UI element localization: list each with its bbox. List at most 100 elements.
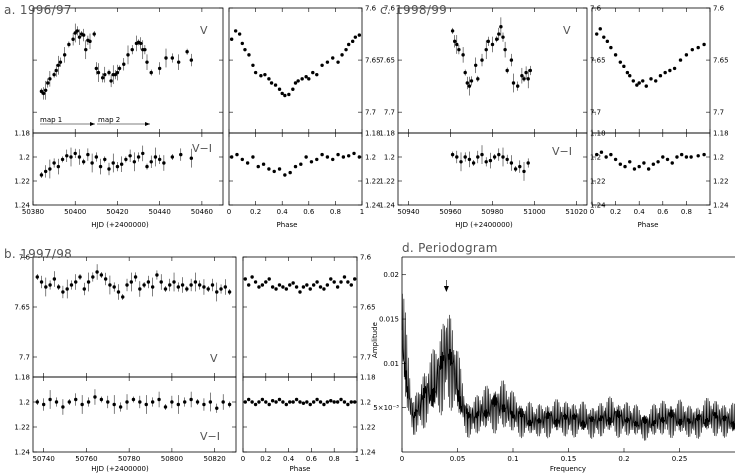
c-v-phase-point-5	[613, 53, 618, 57]
c-vi-time-point-5	[471, 161, 476, 165]
a-vi-phase-point-23	[352, 151, 356, 156]
panel-b-xlabel: HJD (+2400000)	[91, 465, 149, 473]
map1-label: map 1	[40, 116, 62, 124]
b-vi-time-point-25	[195, 400, 200, 404]
c-v-phase-point-2	[602, 35, 606, 39]
a-vi-phase-point-7	[267, 167, 271, 171]
a-v-time-point-7	[56, 63, 61, 67]
c-v-phase-point-13	[641, 79, 645, 83]
b-vi-phase-ytick-rlabel-1: 1.2	[360, 399, 371, 407]
a-vi-time-ytick-label-1: 1.2	[19, 154, 30, 162]
panel-c-title: c. 1998/99	[380, 3, 447, 17]
b-v-time-frame	[32, 256, 237, 378]
b-v-phase-point-31	[349, 283, 353, 287]
a-vi-time-point-14	[98, 164, 103, 169]
b-v-time-point-24	[138, 287, 142, 291]
c-v-time-frame	[397, 7, 588, 134]
a-vi-phase-point-21	[341, 155, 346, 159]
b-vi-phase-point-6	[264, 400, 268, 404]
b-vi-time-ytick-label-3: 1.24	[14, 449, 30, 457]
a-v-phase-point-8	[259, 74, 263, 78]
a-v-phase-frame	[228, 7, 363, 134]
a-vi-time-point-31	[179, 152, 183, 157]
a-v-time-point-8	[58, 60, 63, 64]
panel-a-vi-label: V−I	[192, 142, 212, 155]
c-vi-time-ytick-label-2: 1.22	[379, 178, 395, 186]
c-v-time-point-5	[463, 70, 467, 75]
a-vi-time-point-23	[136, 155, 141, 159]
a-v-time-point-0	[39, 89, 44, 94]
b-v-time-point-33	[176, 285, 181, 289]
c-vi-phase-ytick-rlabel-1: 1.2	[713, 154, 724, 162]
b-v-phase-point-22	[318, 285, 323, 289]
a-vi-time-xtick-label-3: 50440	[149, 208, 171, 216]
b-v-time-point-40	[206, 287, 210, 291]
a-vi-time-point-28	[157, 157, 162, 162]
b-vi-phase-point-12	[284, 402, 289, 407]
b-v-phase-point-14	[291, 281, 295, 285]
b-vi-time-point-28	[215, 406, 219, 410]
c-v-time-point-14	[490, 42, 495, 47]
a-v-time-point-24	[103, 72, 107, 77]
a-v-time-point-10	[67, 42, 71, 47]
b-vi-phase-point-22	[318, 400, 323, 404]
b-vi-time-point-27	[208, 400, 213, 404]
b-vi-time-point-3	[54, 400, 59, 404]
pg-xtick-label-0: 0	[400, 455, 404, 463]
b-vi-phase-point-24	[325, 400, 330, 404]
c-v-time-ytick-label-1: 7.65	[379, 57, 395, 65]
a-v-phase-point-12	[273, 83, 278, 87]
a-vi-time-point-20	[124, 157, 128, 162]
a-vi-phase-xtick-label-0: 0	[227, 208, 231, 216]
a-v-time-point-17	[84, 47, 88, 52]
b-vi-time-point-7	[80, 402, 84, 407]
a-v-time-point-5	[52, 72, 56, 77]
a-vi-time-point-5	[60, 157, 65, 162]
c-v-phase-point-15	[649, 77, 653, 81]
a-v-phase-point-6	[251, 63, 255, 67]
b-vi-phase-point-32	[353, 400, 357, 404]
a-v-phase-point-25	[320, 63, 324, 67]
a-v-phase-ytick-rlabel-1: 7.65	[365, 57, 381, 65]
c-v-phase-point-6	[618, 60, 623, 64]
a-vi-time-xtick-label-4: 50460	[191, 208, 213, 216]
b-vi-time-point-30	[227, 402, 232, 407]
b-vi-phase-ytick-rlabel-3: 1.24	[360, 449, 376, 457]
a-v-time-point-2	[43, 88, 48, 92]
b-vi-phase-point-5	[260, 397, 265, 402]
b-vi-phase-point-15	[294, 397, 299, 402]
a-vi-time-point-9	[77, 155, 82, 159]
b-v-phase-point-2	[250, 275, 254, 279]
c-vi-phase-ytick-rlabel-2: 1.22	[713, 178, 729, 186]
panel-c-xlabel: HJD (+2400000)	[455, 221, 513, 229]
c-vi-time-xtick-label-0: 50940	[397, 208, 419, 216]
a-v-time-point-21	[94, 66, 99, 71]
c-v-phase-point-10	[631, 79, 635, 83]
c-v-phase-point-25	[702, 42, 706, 47]
b-v-time-point-41	[210, 283, 215, 287]
b-v-time-point-8	[69, 283, 74, 287]
c-vi-phase-point-8	[632, 167, 637, 171]
b-v-time-point-31	[168, 283, 172, 287]
c-v-time-point-25	[522, 77, 526, 81]
c-v-time-point-18	[501, 35, 505, 39]
a-vi-time-xtick-label-0: 50380	[22, 208, 44, 216]
c-v-phase-point-14	[644, 84, 648, 88]
b-v-time-point-28	[155, 273, 159, 277]
a-v-phase-point-26	[325, 60, 330, 64]
a-v-phase-point-24	[315, 72, 319, 77]
a-v-time-point-30	[117, 66, 122, 71]
b-v-phase-point-26	[332, 280, 336, 284]
c-vi-time-ytick-label-1: 1.2	[384, 154, 395, 162]
b-vi-phase-point-17	[301, 401, 306, 405]
b-v-time-point-2	[44, 285, 48, 289]
a-v-time-point-42	[164, 56, 168, 60]
b-v-phase-point-8	[270, 285, 275, 289]
b-vi-phase-point-11	[281, 400, 285, 404]
c-vi-time-xtick-label-1: 50960	[439, 208, 461, 216]
c-vi-phase-xtick-label-0: 0	[590, 208, 594, 216]
c-vi-phase-point-5	[618, 162, 623, 166]
b-v-time-point-35	[185, 287, 189, 291]
b-v-time-point-32	[172, 280, 176, 284]
b-v-time-point-45	[227, 290, 232, 294]
